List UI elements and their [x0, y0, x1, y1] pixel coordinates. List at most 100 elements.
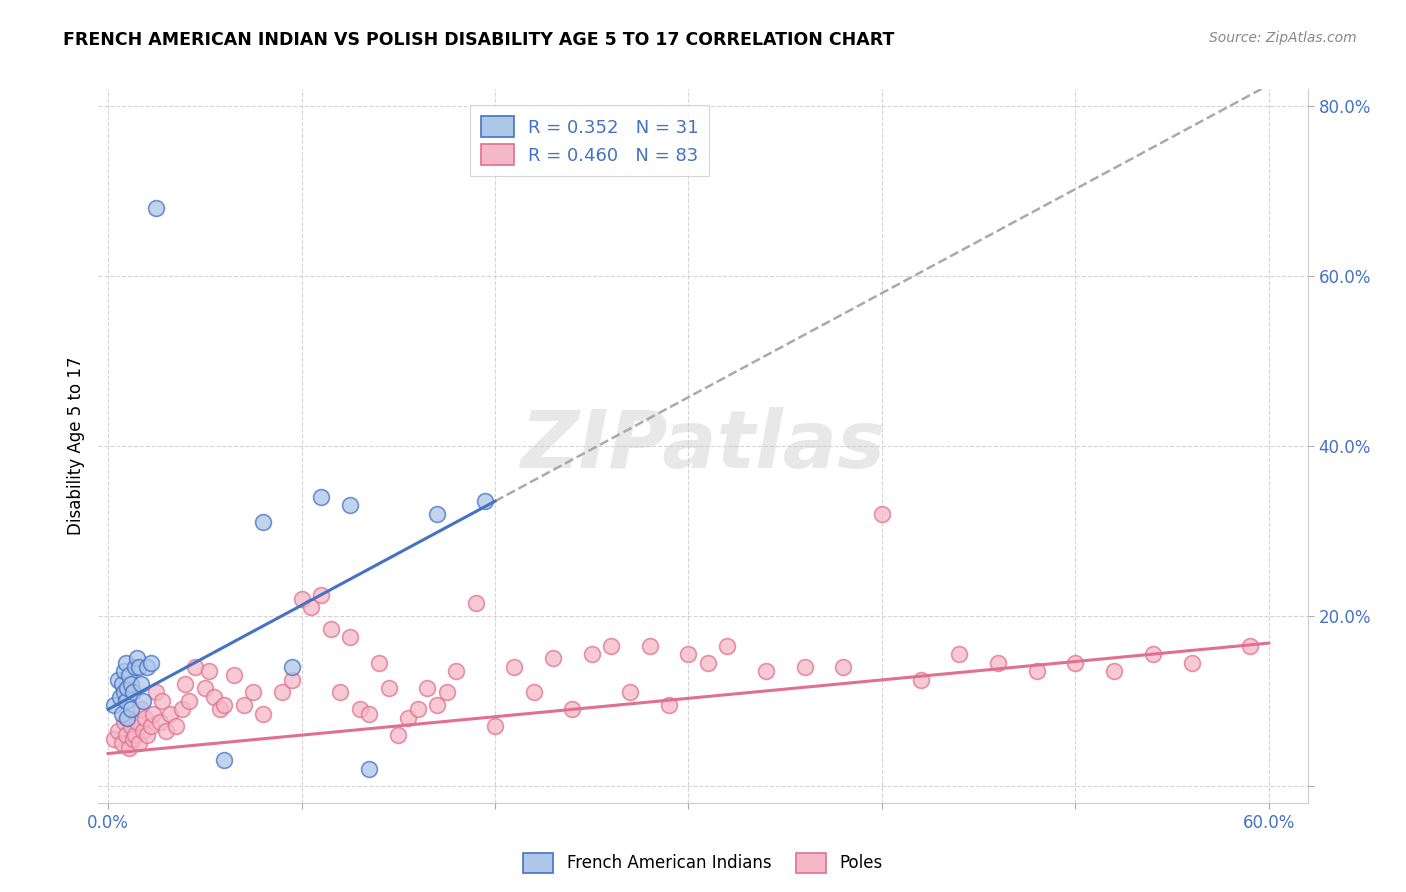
Point — [111, 736, 134, 750]
Point — [271, 685, 294, 699]
Point — [155, 723, 177, 738]
Point — [252, 516, 274, 530]
Point — [359, 706, 381, 721]
Point — [132, 723, 155, 738]
Point — [170, 702, 193, 716]
Point — [1142, 647, 1164, 661]
Point — [446, 664, 468, 678]
Point — [132, 694, 155, 708]
Point — [184, 660, 207, 674]
Point — [678, 647, 700, 661]
Point — [129, 677, 152, 691]
Point — [117, 711, 139, 725]
Point — [107, 723, 129, 738]
Point — [212, 753, 235, 767]
Point — [127, 651, 149, 665]
Point — [658, 698, 681, 712]
Point — [114, 728, 136, 742]
Point — [426, 698, 449, 712]
Point — [242, 685, 264, 699]
Point — [112, 685, 135, 699]
Point — [1180, 656, 1202, 670]
Point — [503, 660, 526, 674]
Point — [117, 681, 139, 695]
Text: ZIPatlas: ZIPatlas — [520, 407, 886, 485]
Point — [128, 660, 150, 674]
Point — [329, 685, 352, 699]
Legend: French American Indians, Poles: French American Indians, Poles — [516, 847, 890, 880]
Point — [120, 719, 142, 733]
Point — [523, 685, 546, 699]
Point — [359, 762, 381, 776]
Point — [111, 677, 134, 691]
Point — [339, 499, 361, 513]
Text: FRENCH AMERICAN INDIAN VS POLISH DISABILITY AGE 5 TO 17 CORRELATION CHART: FRENCH AMERICAN INDIAN VS POLISH DISABIL… — [63, 31, 894, 49]
Point — [484, 719, 506, 733]
Point — [406, 702, 429, 716]
Text: Source: ZipAtlas.com: Source: ZipAtlas.com — [1209, 31, 1357, 45]
Point — [638, 639, 661, 653]
Point — [111, 706, 134, 721]
Point — [179, 694, 201, 708]
Point — [870, 507, 893, 521]
Point — [149, 715, 172, 730]
Point — [600, 639, 623, 653]
Point — [948, 647, 970, 661]
Point — [1025, 664, 1047, 678]
Point — [387, 728, 409, 742]
Point — [619, 685, 641, 699]
Point — [120, 677, 142, 691]
Point — [174, 677, 197, 691]
Point — [165, 719, 187, 733]
Point — [755, 664, 778, 678]
Point — [987, 656, 1010, 670]
Point — [1239, 639, 1261, 653]
Point — [107, 673, 129, 687]
Point — [204, 690, 226, 704]
Point — [114, 656, 136, 670]
Point — [108, 690, 131, 704]
Point — [135, 660, 157, 674]
Point — [696, 656, 718, 670]
Point — [145, 685, 167, 699]
Point — [114, 694, 136, 708]
Point — [581, 647, 603, 661]
Point — [464, 596, 486, 610]
Point — [212, 698, 235, 712]
Point — [150, 694, 173, 708]
Point — [910, 673, 932, 687]
Point — [118, 740, 141, 755]
Point — [127, 715, 149, 730]
Point — [222, 668, 245, 682]
Point — [436, 685, 458, 699]
Point — [416, 681, 439, 695]
Point — [281, 673, 304, 687]
Point — [1102, 664, 1125, 678]
Point — [377, 681, 399, 695]
Point — [1064, 656, 1087, 670]
Point — [339, 630, 361, 644]
Point — [309, 490, 332, 504]
Point — [159, 706, 181, 721]
Point — [194, 681, 217, 695]
Point — [112, 715, 135, 730]
Point — [124, 660, 146, 674]
Point — [124, 728, 146, 742]
Point — [122, 685, 145, 699]
Point — [118, 668, 141, 682]
Point — [122, 732, 145, 747]
Point — [396, 711, 419, 725]
Point — [252, 706, 274, 721]
Point — [349, 702, 371, 716]
Point — [129, 702, 152, 716]
Point — [474, 494, 496, 508]
Point — [716, 639, 738, 653]
Point — [145, 201, 167, 215]
Point — [209, 702, 232, 716]
Point — [832, 660, 855, 674]
Point — [103, 698, 125, 712]
Point — [232, 698, 254, 712]
Point — [426, 507, 449, 521]
Point — [368, 656, 391, 670]
Point — [299, 600, 322, 615]
